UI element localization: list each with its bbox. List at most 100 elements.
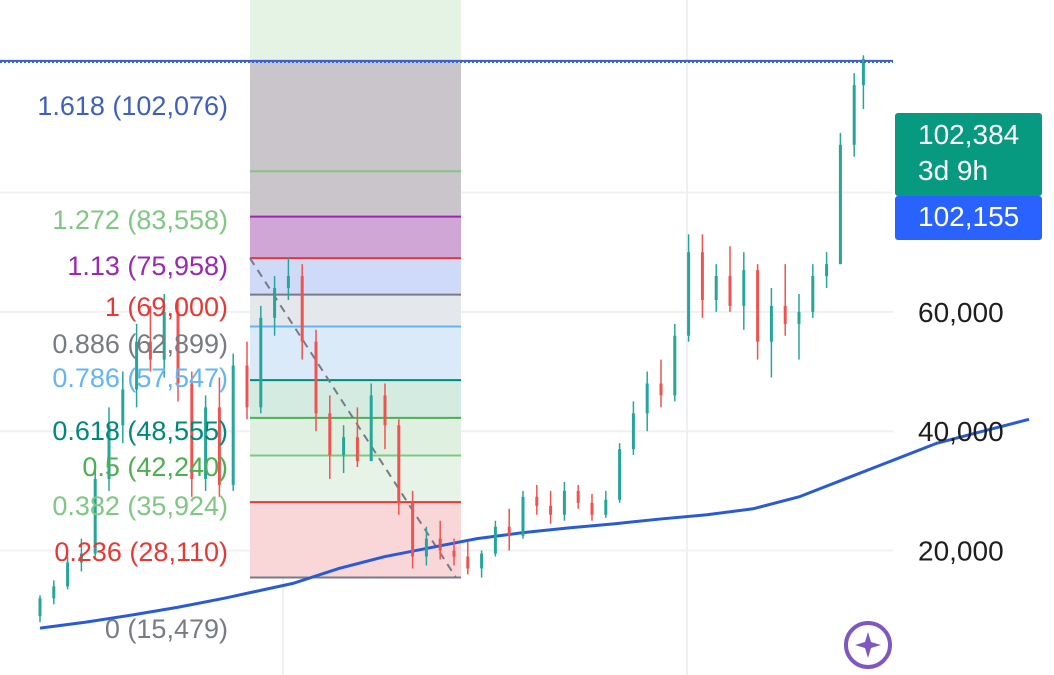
assistant-button[interactable] <box>844 621 892 669</box>
candle-body <box>466 556 470 569</box>
candle-body <box>687 252 691 336</box>
candle <box>245 341 249 420</box>
candle-body <box>162 311 166 360</box>
candle-body <box>549 505 553 515</box>
candle-body <box>714 276 718 300</box>
fib-zone <box>250 60 461 172</box>
candle-body <box>659 383 663 396</box>
candle <box>728 246 732 312</box>
fibonacci-zones <box>250 0 461 578</box>
candle-body <box>783 305 787 324</box>
candle-body <box>148 341 152 360</box>
candle <box>811 264 815 318</box>
secondary-price-value: 102,155 <box>918 201 1019 232</box>
candle-body <box>79 553 83 563</box>
price-axis-label: 60,000 <box>918 297 1004 328</box>
candle-body <box>728 276 732 306</box>
candle-body <box>314 341 318 414</box>
fib-label: 0.382 (35,924) <box>52 491 228 521</box>
current-price-value: 102,384 <box>918 119 1019 150</box>
fib-zone <box>250 258 461 295</box>
candle <box>521 490 525 539</box>
fib-zone <box>250 326 461 381</box>
candle-body <box>328 413 332 456</box>
candle-body <box>590 502 594 515</box>
fib-label: 1 (69,000) <box>105 292 228 322</box>
fib-zone <box>250 216 461 259</box>
candle <box>79 538 83 572</box>
candle <box>38 595 42 623</box>
fib-label: 0 (15,479) <box>105 614 228 644</box>
candle <box>825 252 829 289</box>
candle <box>162 293 166 378</box>
candle <box>687 234 691 342</box>
candle-body <box>204 407 208 479</box>
candle-body <box>190 383 194 479</box>
candle <box>466 541 470 575</box>
price-axis-label: 40,000 <box>918 416 1004 447</box>
candle-body <box>176 311 180 384</box>
candle <box>797 293 801 360</box>
fib-zone-top <box>250 0 461 61</box>
candle-body <box>700 252 704 300</box>
candle <box>328 395 332 479</box>
candle <box>659 359 663 408</box>
candle-body <box>383 395 387 426</box>
fib-zone <box>250 502 461 578</box>
candle-body <box>604 499 608 515</box>
candle-body <box>107 425 111 479</box>
candle <box>424 526 428 566</box>
fib-label: 0.5 (42,240) <box>82 452 228 482</box>
bar-countdown: 3d 9h <box>918 155 988 186</box>
candle <box>259 305 263 414</box>
candle <box>493 520 497 557</box>
candle <box>549 490 553 524</box>
candle-body <box>535 496 539 506</box>
candle-body <box>756 270 760 342</box>
candle-body <box>673 335 677 396</box>
candle-body <box>797 311 801 324</box>
candle <box>217 377 221 497</box>
candle <box>590 493 594 521</box>
candle <box>107 407 111 491</box>
candle-body <box>825 264 829 277</box>
candle <box>645 371 649 432</box>
candle <box>397 419 401 515</box>
candle-body <box>342 437 346 456</box>
candle-body <box>397 425 401 503</box>
candle-body <box>259 317 263 408</box>
fib-label: 0.236 (28,110) <box>54 537 228 567</box>
fibonacci-trend-line <box>249 257 457 579</box>
candle <box>783 264 787 336</box>
candle-body <box>300 276 304 342</box>
sparkle-icon <box>855 632 881 658</box>
candle <box>562 481 566 521</box>
candle <box>176 299 180 402</box>
candle <box>383 383 387 450</box>
candle-body <box>452 550 456 557</box>
candle-body <box>135 341 139 390</box>
candle-body <box>121 389 125 426</box>
fib-label: 0.786 (57,547) <box>52 363 228 393</box>
candle-body <box>411 502 415 557</box>
candle-body <box>38 598 42 617</box>
candle <box>314 329 318 432</box>
candle <box>576 484 580 509</box>
fib-zone <box>250 417 461 456</box>
candle <box>480 550 484 578</box>
candle <box>604 490 608 518</box>
candle <box>673 323 677 402</box>
fib-label: 1.13 (75,958) <box>67 251 228 281</box>
candle-body <box>438 538 442 551</box>
candles <box>38 55 865 623</box>
candle <box>838 132 842 265</box>
candle <box>438 520 442 560</box>
candle <box>742 252 746 330</box>
candle <box>756 264 760 360</box>
candle-body <box>355 437 359 462</box>
moving-average <box>39 417 1030 630</box>
candle-body <box>493 526 497 554</box>
candle-body <box>245 365 249 408</box>
